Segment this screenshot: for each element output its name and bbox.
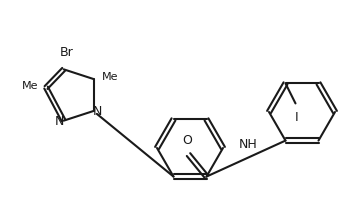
Text: NH: NH <box>239 138 257 151</box>
Text: N: N <box>55 115 64 128</box>
Text: Br: Br <box>60 46 73 59</box>
Text: Me: Me <box>21 81 38 91</box>
Text: Me: Me <box>102 72 118 82</box>
Text: I: I <box>295 111 298 124</box>
Text: O: O <box>183 134 193 147</box>
Text: N: N <box>93 105 102 118</box>
